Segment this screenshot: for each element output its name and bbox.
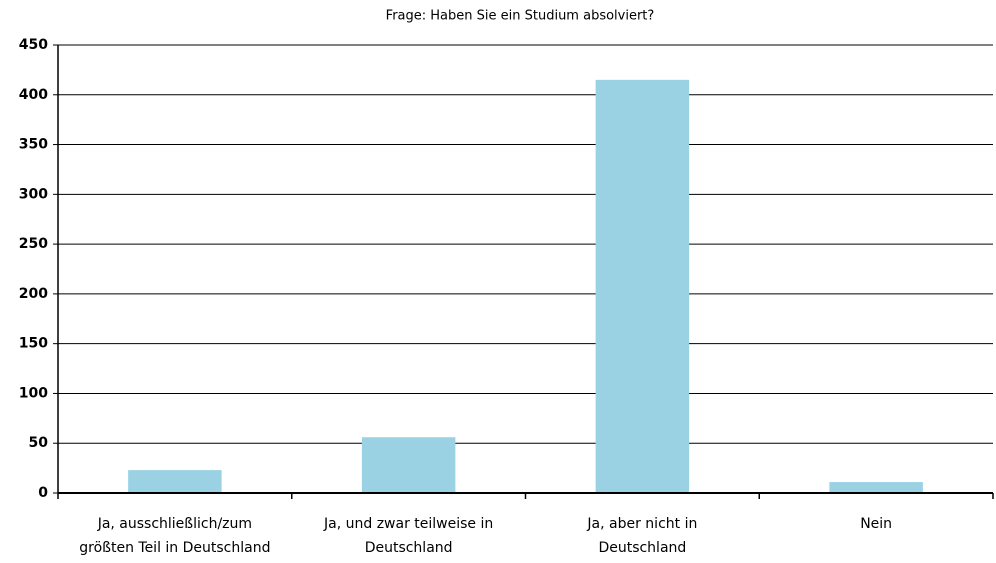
chart-title: Frage: Haben Sie ein Studium absolviert? bbox=[386, 9, 655, 24]
x-tick-label: Nein bbox=[860, 516, 893, 532]
y-tick-label: 250 bbox=[19, 236, 48, 252]
x-tick-label: Ja, aber nicht in Deutschland bbox=[587, 516, 698, 556]
bar bbox=[128, 470, 222, 493]
y-tick-label: 400 bbox=[19, 87, 48, 103]
y-tick-label: 50 bbox=[29, 435, 49, 451]
y-tick-label: 300 bbox=[19, 186, 48, 202]
x-tick-label: Ja, ausschließlich/zum größten Teil in D… bbox=[79, 516, 271, 556]
bar bbox=[595, 79, 690, 493]
y-tick-label: 0 bbox=[38, 485, 48, 501]
y-tick-label: 100 bbox=[19, 385, 48, 401]
y-tick-label: 200 bbox=[19, 286, 48, 302]
bar bbox=[361, 437, 456, 493]
y-tick-label: 350 bbox=[19, 137, 48, 153]
x-tick-label: Ja, und zwar teilweise in Deutschland bbox=[324, 516, 494, 556]
bar bbox=[829, 482, 923, 493]
y-tick-label: 150 bbox=[19, 336, 48, 352]
y-tick-label: 450 bbox=[19, 37, 48, 53]
